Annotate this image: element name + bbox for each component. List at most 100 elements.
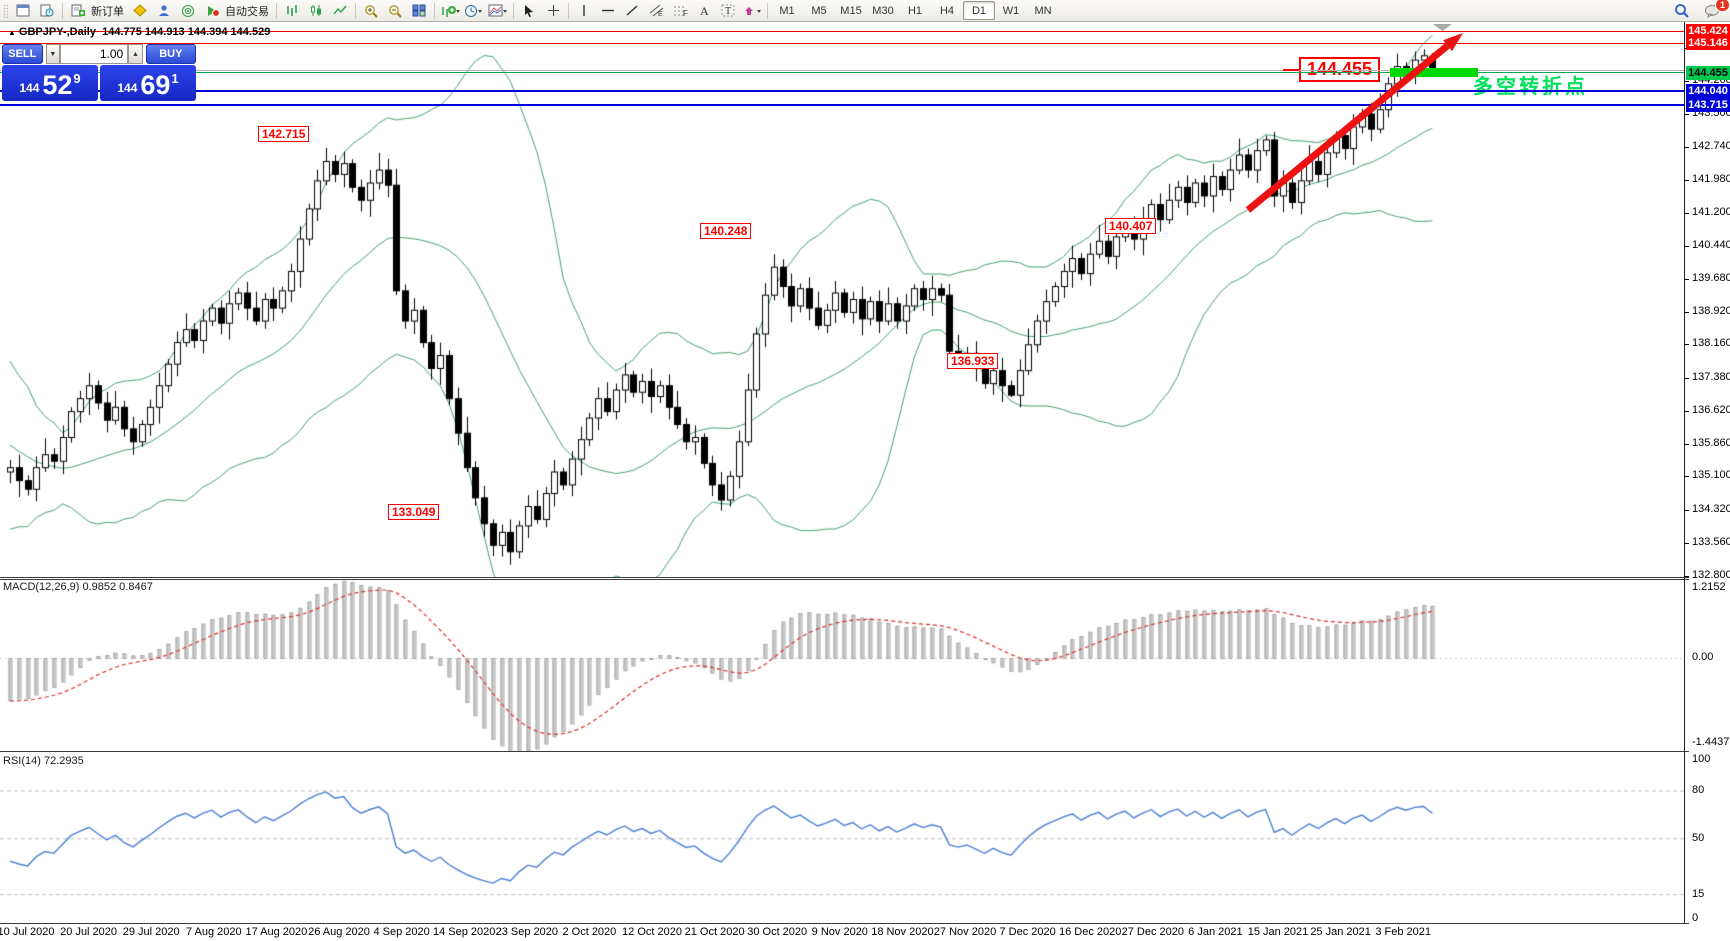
one-click-trading-panel: SELL ▼ ▲ BUY 144 52 9 144 69 1 [2, 44, 196, 101]
timeframe-mn[interactable]: MN [1034, 4, 1052, 17]
data-window-icon[interactable] [35, 2, 59, 20]
radar-icon[interactable] [176, 2, 200, 20]
candlestick-chart-icon[interactable] [304, 2, 328, 20]
line-chart-icon[interactable] [328, 2, 352, 20]
template-icon[interactable] [486, 2, 510, 20]
arrows-icon[interactable] [740, 2, 764, 20]
indicators-icon[interactable] [438, 2, 462, 20]
text-label-icon[interactable]: T [716, 2, 740, 20]
buy-button[interactable]: BUY [145, 44, 196, 64]
level-line-145.146[interactable] [0, 42, 1684, 44]
rsi-pane-separator[interactable] [0, 751, 1689, 752]
macd-scale-bottom: -1.4437 [1692, 736, 1730, 748]
macd-canvas[interactable] [0, 580, 1684, 751]
tile-windows-icon[interactable] [407, 2, 431, 20]
autotrading-icon[interactable] [200, 2, 224, 20]
level-line-144.040[interactable] [0, 89, 1684, 92]
svg-text:F: F [683, 9, 688, 17]
price-flag-143.715: 143.715 [1686, 97, 1730, 112]
metaeditor-icon[interactable] [128, 2, 152, 20]
buy-price-whole: 144 [117, 81, 138, 95]
volume-decrease-button[interactable]: ▼ [45, 44, 61, 64]
timeframe-h4[interactable]: H4 [939, 4, 955, 17]
price-tick-label: 136.620 [1692, 403, 1730, 416]
community-icon[interactable] [152, 2, 176, 20]
date-label: 14 Sep 2020 [432, 926, 496, 938]
timeframe-m30[interactable]: M30 [872, 4, 894, 17]
timeframe-d1[interactable]: D1 [963, 1, 995, 20]
price-axis-border [1684, 22, 1685, 923]
price-flag-144.040: 144.040 [1686, 83, 1730, 98]
new-order-icon[interactable] [66, 2, 90, 20]
price-tick [1684, 278, 1689, 280]
timeframe-h1[interactable]: H1 [907, 4, 923, 17]
price-tick-label: 138.920 [1692, 304, 1730, 317]
price-tick [1684, 443, 1689, 445]
periods-icon[interactable] [462, 2, 486, 20]
price-tick [1684, 311, 1689, 313]
date-label: 4 Sep 2020 [373, 926, 430, 938]
price-tick [1684, 213, 1689, 215]
date-label: 12 Oct 2020 [622, 926, 682, 938]
notifications-icon[interactable]: 1 [1700, 0, 1730, 20]
toolbar-separator [568, 2, 569, 19]
note-text[interactable]: 多空转折点 [1473, 76, 1588, 98]
level-line-143.715[interactable] [0, 103, 1684, 106]
toolbar-separator [276, 2, 277, 19]
price-annotation-140.248[interactable]: 140.248 [700, 223, 752, 239]
new-order-label[interactable]: 新订单 [91, 5, 124, 18]
text-icon[interactable]: A [692, 2, 716, 20]
trendline-icon[interactable] [620, 2, 644, 20]
timeframe-bar: M1 M5 M15 M30 H1 H4 D1 W1 MN [771, 1, 1059, 20]
ohlc-values: 144.775 144.913 144.394 144.529 [102, 26, 271, 38]
buy-price-sup: 1 [171, 71, 179, 86]
date-label: 2 Oct 2020 [562, 926, 617, 938]
level-line-144.455[interactable] [0, 72, 1684, 74]
price-tick [1684, 114, 1689, 116]
equidistant-channel-icon[interactable]: E [644, 2, 668, 20]
autotrading-label[interactable]: 自动交易 [225, 5, 269, 18]
timeframe-m5[interactable]: M5 [811, 4, 827, 17]
timeframe-m15[interactable]: M15 [840, 4, 862, 17]
timeframe-w1[interactable]: W1 [1002, 4, 1020, 17]
timeframe-m1[interactable]: M1 [779, 4, 795, 17]
svg-text:T: T [725, 6, 731, 17]
crosshair-icon[interactable] [541, 2, 565, 20]
rsi-canvas[interactable] [0, 753, 1684, 923]
volume-increase-button[interactable]: ▲ [128, 44, 143, 64]
chart-title: ▲ GBPJPY-,Daily 144.775 144.913 144.394 1… [8, 26, 270, 38]
time-axis-separator [0, 923, 1689, 924]
toolbar-grip [3, 3, 8, 18]
fibonacci-icon[interactable]: F [668, 2, 692, 20]
zoom-out-icon[interactable] [383, 2, 407, 20]
horizontal-line-icon[interactable] [596, 2, 620, 20]
search-icon[interactable] [1670, 2, 1694, 20]
sell-button[interactable]: SELL [2, 44, 43, 64]
zoom-in-icon[interactable] [359, 2, 383, 20]
vertical-line-icon[interactable] [572, 2, 596, 20]
price-annotation-136.933[interactable]: 136.933 [947, 353, 999, 369]
bar-chart-icon[interactable] [280, 2, 304, 20]
date-label: 17 Aug 2020 [245, 926, 308, 938]
macd-pane-separator[interactable] [0, 577, 1689, 578]
price-annotation-142.715[interactable]: 142.715 [258, 126, 310, 142]
date-label: 30 Oct 2020 [747, 926, 808, 938]
price-tick-label: 142.740 [1692, 139, 1730, 152]
cursor-icon[interactable] [517, 2, 541, 20]
price-annotation-133.049[interactable]: 133.049 [388, 504, 440, 520]
level-line-144.5[interactable] [0, 70, 1684, 72]
date-label: 16 Dec 2020 [1058, 926, 1122, 938]
price-annotation-140.407[interactable]: 140.407 [1105, 218, 1157, 234]
symbol-period-label: GBPJPY-,Daily [18, 26, 96, 38]
level-line-145.424[interactable] [0, 30, 1684, 32]
highlight-rectangle[interactable] [1390, 68, 1478, 77]
price-tick [1684, 542, 1689, 544]
macd-scale-top: 1.2152 [1692, 581, 1726, 593]
buy-quote[interactable]: 144 69 1 [100, 65, 196, 101]
sell-quote[interactable]: 144 52 9 [2, 65, 98, 101]
chart-window-icon[interactable] [11, 2, 35, 20]
svg-text:A: A [700, 4, 709, 17]
rsi-tick-label: 0 [1692, 912, 1699, 924]
volume-input[interactable] [60, 44, 129, 64]
price-tick [1684, 377, 1689, 379]
